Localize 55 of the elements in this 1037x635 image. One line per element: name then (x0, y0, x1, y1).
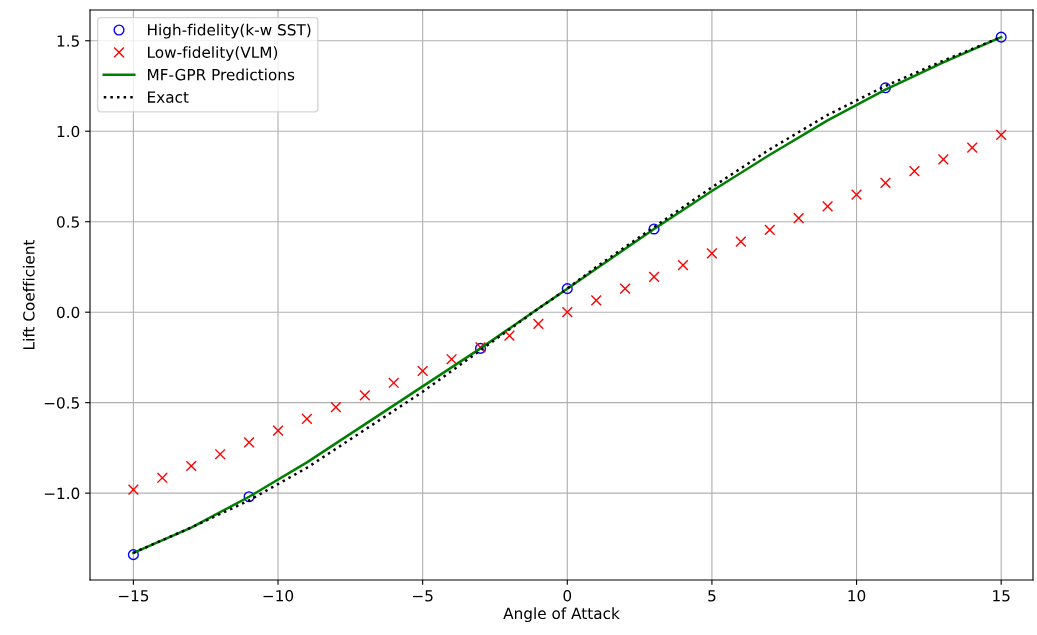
point (648, 271, 660, 283)
x-tick-label: 10 (848, 589, 866, 602)
point (850, 189, 863, 201)
point (214, 448, 226, 460)
point (879, 82, 892, 94)
x-tick-label: 5 (708, 590, 716, 602)
x-tick-label: −5 (413, 590, 433, 602)
point (127, 549, 139, 561)
point (706, 247, 718, 259)
y-tick-label: 0.0 (56, 306, 80, 319)
y-tick-label: −0.5 (44, 397, 79, 409)
point (446, 353, 458, 365)
point (764, 224, 776, 236)
point (359, 389, 371, 401)
point (503, 330, 515, 342)
point (417, 365, 429, 377)
point (908, 165, 920, 177)
x-tick-label: 15 (993, 590, 1010, 602)
point (272, 425, 284, 437)
point (590, 294, 602, 306)
y-tick-label: 1.0 (57, 125, 80, 138)
point (301, 413, 313, 425)
point (677, 259, 689, 271)
x-tick-label: −10 (263, 589, 294, 602)
x-tick-label: −15 (118, 590, 149, 602)
point (879, 177, 892, 189)
point (561, 283, 573, 295)
point (532, 318, 544, 330)
legend-label: High-fidelity(k-w SST) (148, 23, 311, 39)
point (995, 31, 1007, 43)
point (793, 212, 805, 224)
point (619, 283, 631, 295)
y-tick-label: −1.0 (44, 487, 80, 500)
legend-label: Exact (148, 91, 189, 103)
point (822, 200, 834, 212)
point (243, 491, 255, 503)
point (995, 129, 1007, 141)
legend-label: Low-fidelity(VLM) (148, 46, 278, 61)
point (561, 306, 573, 318)
point (966, 141, 978, 154)
point (243, 436, 255, 449)
point (937, 153, 949, 165)
point (127, 483, 139, 496)
x-tick-label: 0 (563, 589, 572, 602)
point (156, 472, 168, 484)
point (648, 223, 660, 235)
point (185, 460, 197, 472)
point (735, 236, 747, 248)
point (330, 401, 342, 413)
y-tick-label: 0.5 (56, 216, 79, 228)
legend-label: MF-GPR Predictions (148, 68, 295, 81)
point (388, 377, 400, 389)
y-axis-title: Lift Coefficient (22, 239, 35, 349)
y-tick-label: 1.5 (57, 35, 79, 47)
x-axis-title: Angle of Attack (503, 607, 620, 623)
